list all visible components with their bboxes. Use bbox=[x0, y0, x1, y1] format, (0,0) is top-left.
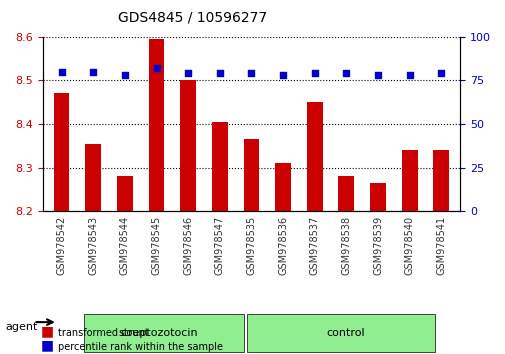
Bar bbox=[180, 80, 195, 211]
Bar bbox=[54, 93, 69, 211]
Point bbox=[436, 70, 444, 76]
Bar bbox=[369, 183, 385, 211]
Point bbox=[215, 70, 223, 76]
Point bbox=[247, 70, 255, 76]
FancyBboxPatch shape bbox=[247, 314, 434, 352]
Point bbox=[342, 70, 350, 76]
Point bbox=[405, 72, 413, 78]
Text: agent: agent bbox=[5, 322, 37, 332]
FancyBboxPatch shape bbox=[84, 314, 244, 352]
Bar bbox=[148, 39, 164, 211]
Text: transformed count: transformed count bbox=[58, 328, 148, 338]
Bar bbox=[212, 122, 227, 211]
Text: streptozotocin: streptozotocin bbox=[118, 328, 198, 338]
Point bbox=[184, 70, 192, 76]
Text: percentile rank within the sample: percentile rank within the sample bbox=[58, 342, 223, 352]
Point bbox=[278, 72, 286, 78]
Point bbox=[152, 65, 160, 71]
Bar bbox=[85, 144, 101, 211]
Bar bbox=[306, 102, 322, 211]
Text: control: control bbox=[326, 328, 364, 338]
Bar bbox=[432, 150, 448, 211]
Bar bbox=[338, 176, 354, 211]
Point bbox=[121, 72, 129, 78]
Text: GDS4845 / 10596277: GDS4845 / 10596277 bbox=[118, 11, 266, 25]
Bar bbox=[401, 150, 417, 211]
Point bbox=[310, 70, 318, 76]
Point bbox=[58, 69, 66, 74]
Bar bbox=[117, 176, 132, 211]
Point bbox=[89, 69, 97, 74]
Text: ■: ■ bbox=[40, 338, 54, 352]
Text: ■: ■ bbox=[40, 324, 54, 338]
Bar bbox=[243, 139, 259, 211]
Bar bbox=[275, 163, 290, 211]
Point bbox=[373, 72, 381, 78]
